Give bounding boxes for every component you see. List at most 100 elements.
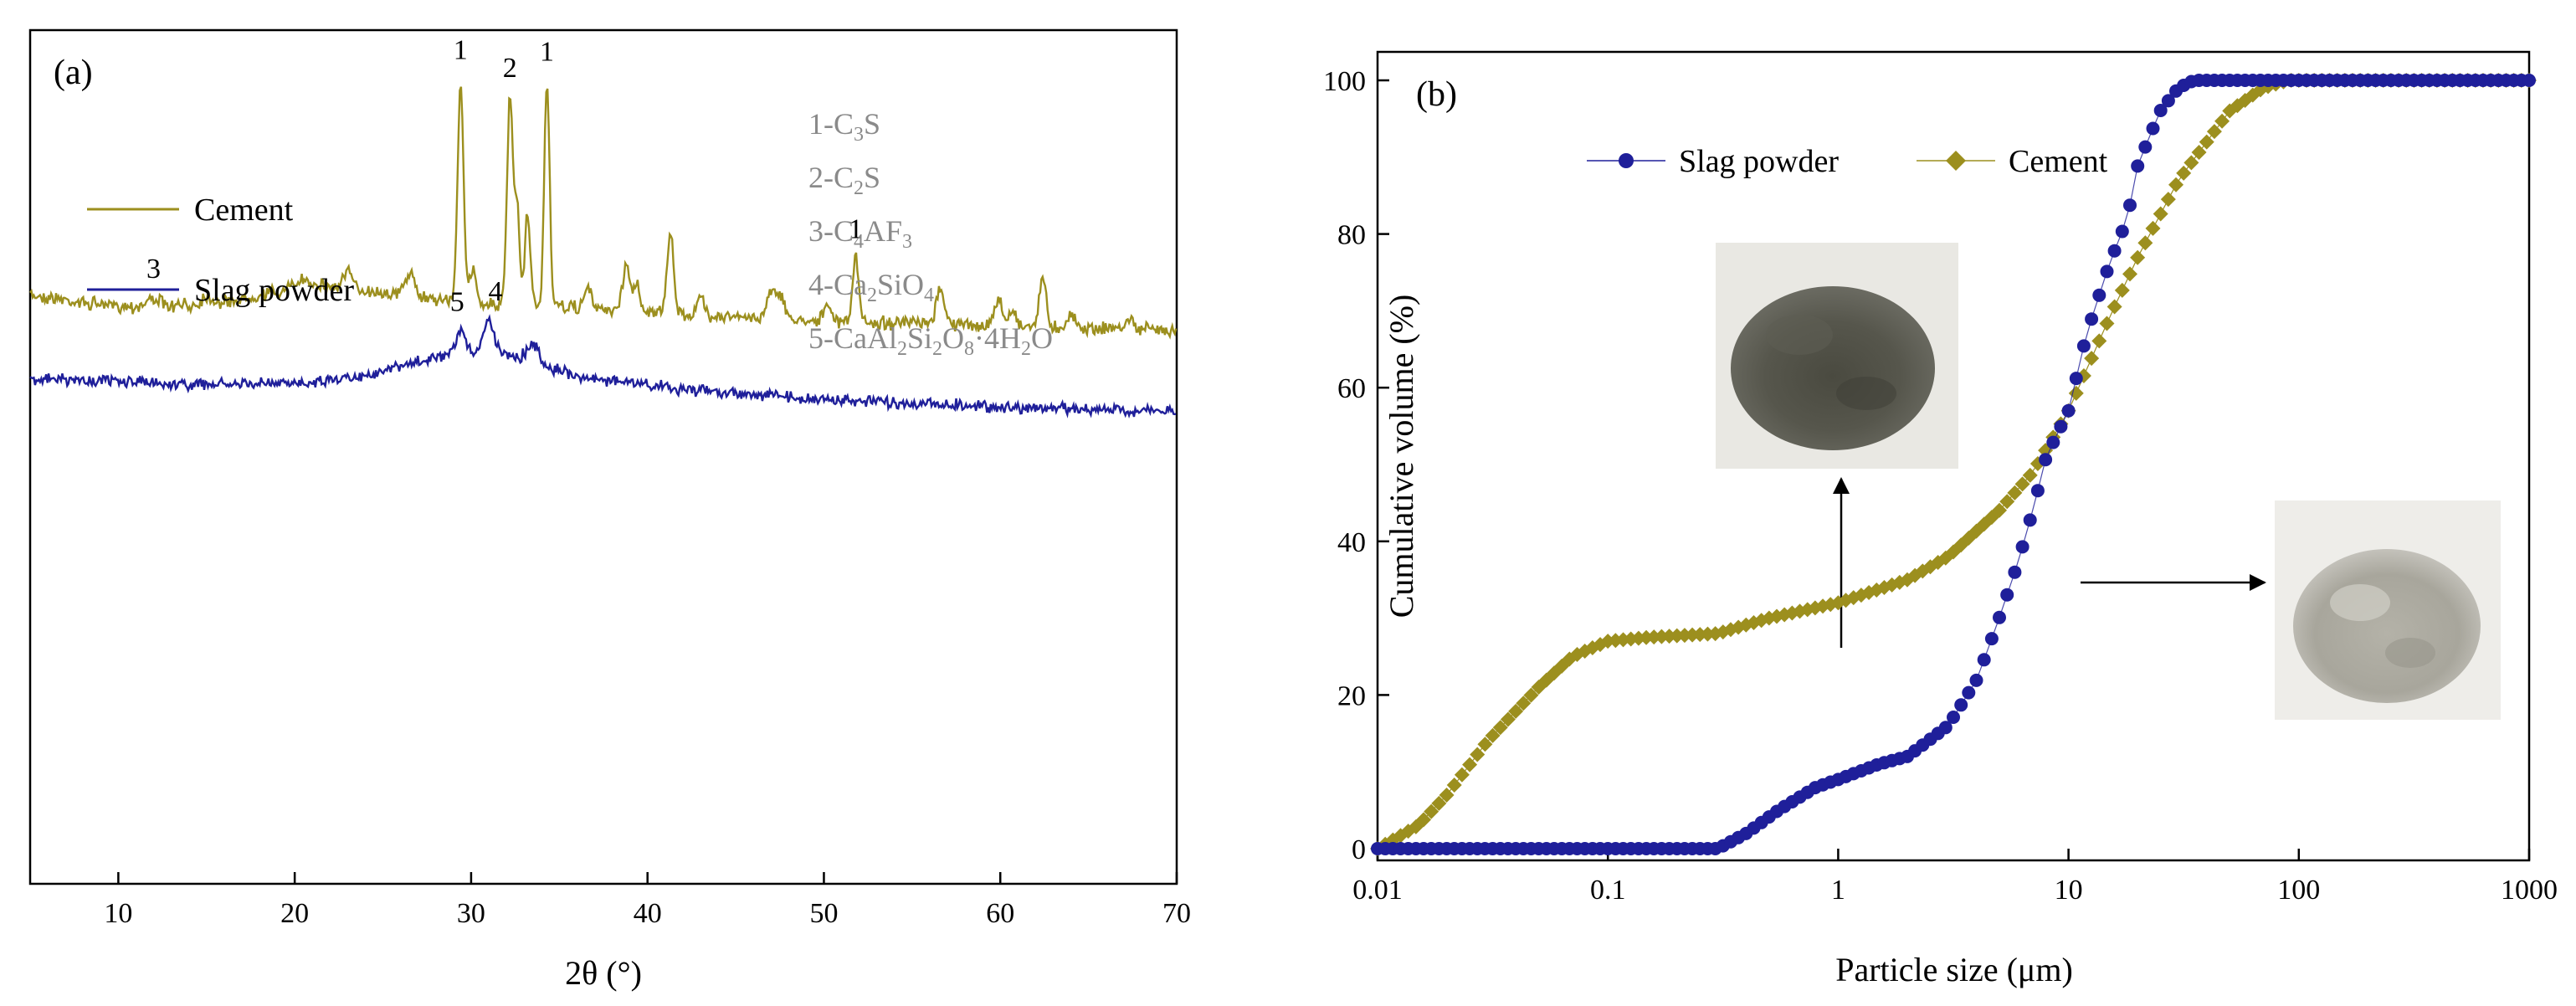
legend-label-slag: Slag powder [194,273,354,308]
xrd-x-tick-label: 40 [634,898,662,929]
psd-cement-point [1492,720,1508,736]
psd-cement-point [1485,727,1501,743]
legend-swatch-cement-marker [1946,151,1966,171]
cement-photo-inset [1716,243,1958,648]
xrd-x-ticks: 10 20 30 40 50 60 70 [104,872,1191,929]
psd-cement-point [1462,757,1478,772]
xrd-peak-label: 1 [540,36,554,67]
psd-slag-point [2115,224,2129,239]
psd-cement-point [2153,206,2168,222]
psd-cement-point [1523,687,1539,703]
psd-cement-point [2114,282,2130,298]
psd-slag-point [1938,721,1953,735]
xrd-x-tick-label: 10 [104,898,132,929]
psd-x-tick-label: 0.1 [1590,875,1626,906]
psd-cement-point [2145,220,2161,236]
psd-cement-point [2091,333,2107,349]
psd-cement-point [2160,192,2176,208]
psd-cement-point [2122,266,2137,282]
psd-slag-point [2000,588,2014,602]
panel-b-label: (b) [1416,75,1457,114]
xrd-x-tick-label: 20 [280,898,309,929]
psd-cement-point [2130,249,2146,265]
panel-a-label: (a) [54,54,93,92]
psd-cement-point [2214,113,2230,129]
slag-photo-inset [2081,500,2501,720]
psd-cement-point [1477,737,1493,752]
psd-x-tick-label: 1 [1831,875,1845,906]
xrd-peak-label: 3 [146,254,161,285]
psd-slag-point [2107,244,2122,258]
xrd-x-tick-label: 70 [1162,898,1191,929]
psd-slag-point [1977,653,1991,667]
xrd-x-tick-label: 60 [986,898,1014,929]
xrd-x-axis-label: 2θ (°) [565,954,642,992]
psd-cement-point [2168,177,2184,192]
psd-cement-point [2084,351,2100,367]
psd-cement-point [2068,385,2084,401]
psd-slag-point [2069,372,2083,386]
psd-cement-point [2176,165,2192,181]
xrd-legend: Cement Slag powder [87,192,354,308]
psd-slag-point [2061,403,2076,418]
psd-slag-point [2138,140,2153,154]
psd-slag-point [2092,288,2106,302]
legend-label-cement: Cement [194,192,294,228]
xrd-x-tick-label: 30 [457,898,485,929]
psd-slag-point [2153,104,2168,117]
phase-legend-item: 3-C4AF3​ [808,214,912,253]
psd-slag-point [2123,198,2137,213]
psd-cement-point [1508,703,1524,719]
psd-slag-point [2161,94,2175,108]
psd-y-tick-label: 60 [1337,373,1366,404]
psd-cement-point [2206,124,2222,140]
phase-legend-item: 2-C2S [808,161,880,199]
xrd-peak-label: 1 [454,35,468,66]
psd-cement-point [2191,144,2207,160]
xrd-peak-label: 2 [503,53,517,84]
legend-swatch-slag-marker [1619,153,1634,168]
psd-slag-point [2100,264,2114,279]
psd-cement-point [1431,795,1447,811]
psd-y-tick-label: 40 [1337,527,1366,558]
psd-x-ticks: 0.01 0.1 1 10 100 1000 [1352,849,2558,906]
psd-y-tick-label: 0 [1352,834,1366,865]
psd-x-tick-label: 10 [2055,875,2083,906]
phase-legend-item: 1-C3S [808,107,880,146]
psd-cement-point [1454,767,1470,783]
psd-cement-point [2022,467,2038,483]
panel-a-frame [28,28,1178,885]
xrd-peak-label: 1 [849,213,863,244]
psd-slag-point [2131,159,2145,173]
psd-cement-point [2199,134,2214,150]
psd-y-tick-label: 80 [1337,220,1366,251]
xrd-peak-label: 4 [489,276,503,307]
psd-slag-point [2085,312,2099,326]
psd-legend: Slag powder Cement [1587,144,2108,179]
psd-cement-point [2099,316,2115,331]
psd-slag-point [1984,632,1999,646]
psd-y-ticks: 0 20 40 60 80 100 [1323,66,1389,865]
psd-y-axis-label: Cumulative volume (%) [1383,295,1420,618]
psd-series-slag [1371,74,2536,855]
psd-cement-point [2137,235,2153,251]
psd-cement-point [1992,502,2008,518]
psd-slag-point [2076,339,2091,353]
psd-slag-point [2146,121,2160,136]
psd-cement-point [2007,485,2023,500]
psd-slag-point [1993,610,2006,624]
psd-x-tick-label: 0.01 [1352,875,1403,906]
psd-legend-label-slag: Slag powder [1679,144,1839,179]
psd-slag-point [2008,565,2022,579]
psd-slag-point [1969,673,1983,687]
psd-slag-point [1962,685,1976,700]
phase-legend: 1-C3S 2-C2S 3-C4AF3​ 4-Ca2SiO4​ 5-CaAl2Si2O8… [808,107,1053,360]
psd-y-tick-label: 100 [1323,66,1366,97]
psd-cement-point [2106,299,2122,315]
xrd-x-tick-label: 50 [809,898,838,929]
psd-cement-point [1446,777,1462,793]
psd-x-axis-label: Particle size (μm) [1835,951,2073,988]
